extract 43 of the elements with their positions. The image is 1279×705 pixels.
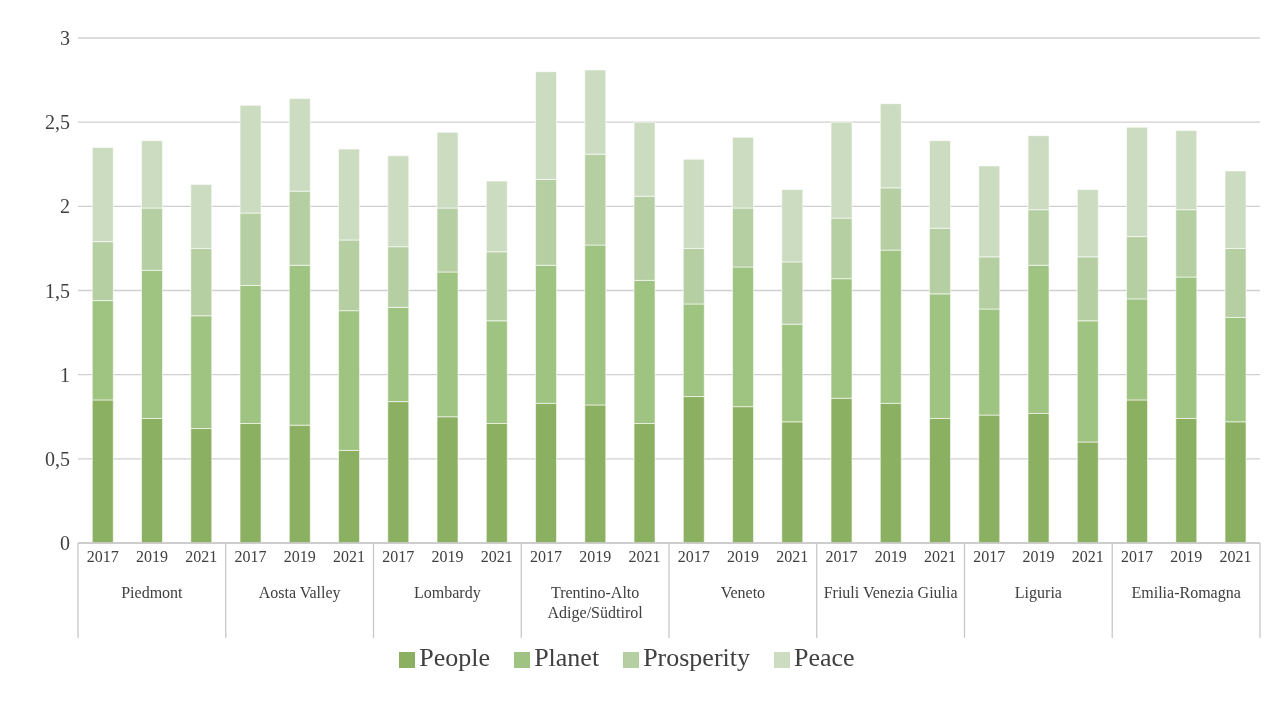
text: Friuli Venezia Giulia — [822, 583, 959, 603]
y-tick-label: 2,5 — [45, 111, 70, 134]
x-tick-label: 2021 — [1219, 548, 1252, 566]
text: Piedmont — [120, 583, 184, 603]
x-tick-label: 2017 — [529, 548, 562, 566]
text: Lombardy — [413, 583, 482, 603]
x-tick-label: 2021 — [185, 548, 218, 566]
y-tick-label: 0,5 — [45, 447, 70, 470]
y-tick-label: 1,5 — [45, 279, 70, 302]
x-tick-label: 2019 — [135, 548, 168, 566]
x-tick-label: 2019 — [1170, 548, 1203, 566]
text: Veneto — [719, 583, 767, 603]
x-tick-label: 2021 — [332, 548, 365, 566]
x-tick-label: 2019 — [579, 548, 612, 566]
x-tick-label: 2017 — [234, 548, 267, 566]
y-tick-label: 2 — [60, 195, 70, 218]
x-tick-label: 2021 — [923, 548, 956, 566]
legend-label: Prosperity — [643, 643, 751, 672]
x-tick-label: 2017 — [677, 548, 710, 566]
x-tick-label: 2017 — [973, 548, 1006, 566]
x-tick-label: 2017 — [382, 548, 415, 566]
legend-label: Peace — [794, 643, 855, 672]
x-tick-label: 2019 — [874, 548, 907, 566]
text: Emilia-Romagna — [1130, 583, 1242, 603]
y-tick-label: 1 — [60, 363, 70, 386]
text: Trentino-Alto Adige/Südtirol — [546, 583, 644, 623]
y-tick-label: 3 — [60, 27, 70, 50]
y-tick-label: 0 — [60, 532, 70, 555]
x-tick-label: 2017 — [825, 548, 858, 566]
x-tick-label: 2017 — [1120, 548, 1153, 566]
x-tick-label: 2021 — [776, 548, 809, 566]
x-tick-label: 2021 — [1071, 548, 1104, 566]
x-tick-label: 2019 — [283, 548, 316, 566]
x-tick-label: 2019 — [726, 548, 759, 566]
text: Liguria — [1013, 583, 1063, 603]
x-tick-label: 2017 — [86, 548, 119, 566]
legend-label: People — [419, 643, 491, 672]
x-tick-label: 2021 — [480, 548, 513, 566]
x-tick-label: 2019 — [431, 548, 464, 566]
x-tick-label: 2021 — [628, 548, 661, 566]
text: Aosta Valley — [257, 583, 342, 603]
x-tick-label: 2019 — [1022, 548, 1055, 566]
legend-label: Planet — [534, 643, 600, 672]
